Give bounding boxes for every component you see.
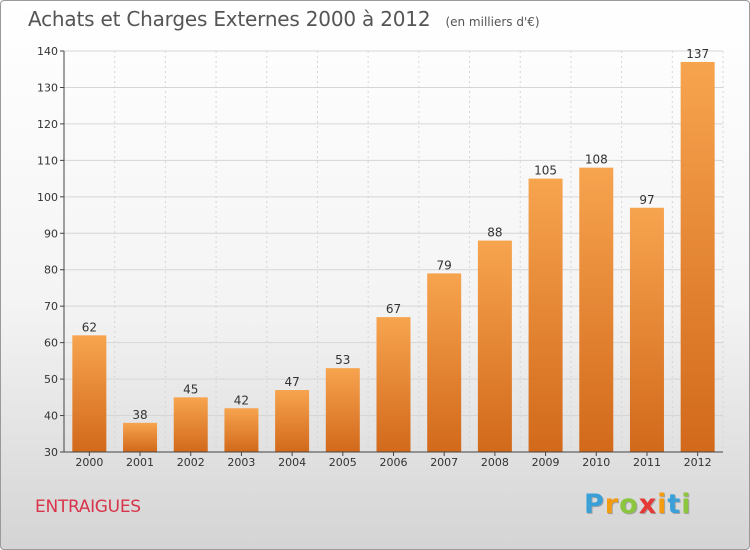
logo-letter: i [657,489,668,520]
bar [680,61,715,452]
bar [224,408,259,452]
y-tick-label: 50 [44,373,58,386]
logo-letter: o [619,489,639,520]
logo-letter: x [638,489,658,520]
bar-value-label: 38 [132,408,147,422]
logo-letter: i [681,489,692,520]
bar [72,335,107,452]
logo-letter: r [604,489,620,520]
bar [477,240,512,452]
y-tick-label: 30 [44,446,58,459]
bar-value-label: 137 [686,47,709,61]
bar [579,167,614,452]
x-tick-label: 2008 [481,456,509,469]
y-tick-label: 140 [37,45,58,58]
bar [427,273,462,452]
logo-letter: P [584,489,605,520]
x-tick-label: 2007 [430,456,458,469]
bar [325,368,360,452]
y-tick-label: 120 [37,118,58,131]
y-tick-label: 80 [44,264,58,277]
x-tick-label: 2003 [227,456,255,469]
x-tick-label: 2001 [126,456,154,469]
bar-value-label: 67 [386,302,401,316]
y-tick-label: 130 [37,81,58,94]
bar [629,207,664,452]
bar-value-label: 53 [335,353,350,367]
bar-value-label: 108 [585,153,608,167]
x-tick-label: 2012 [684,456,712,469]
bar-value-label: 62 [82,320,97,334]
chart-title-block: Achats et Charges Externes 2000 à 2012 (… [28,7,540,31]
commune-name: ENTRAIGUES [35,497,141,517]
x-tick-label: 2010 [582,456,610,469]
x-tick-label: 2011 [633,456,661,469]
chart-title: Achats et Charges Externes 2000 à 2012 [28,7,431,31]
y-tick-label: 100 [37,191,58,204]
x-tick-label: 2006 [380,456,408,469]
bar [528,178,563,452]
y-tick-label: 90 [44,227,58,240]
logo-letter: t [667,489,682,520]
bar-value-label: 47 [284,375,299,389]
bar-value-label: 79 [437,258,452,272]
y-tick-label: 60 [44,337,58,350]
bar-value-label: 88 [487,226,502,240]
bar [275,390,310,452]
bar [123,422,158,452]
x-tick-label: 2000 [75,456,103,469]
bar [173,397,208,452]
proxiti-logo: Proxiti [584,489,692,520]
bar-value-label: 97 [639,193,654,207]
bar [376,317,411,452]
x-tick-label: 2005 [329,456,357,469]
y-tick-label: 110 [37,154,58,167]
bar-value-label: 42 [234,393,249,407]
chart-unit: (en milliers d'€) [445,15,540,29]
x-tick-label: 2002 [177,456,205,469]
bar-value-label: 45 [183,382,198,396]
x-tick-label: 2009 [532,456,560,469]
y-tick-label: 70 [44,300,58,313]
x-tick-label: 2004 [278,456,306,469]
y-tick-label: 40 [44,410,58,423]
bar-value-label: 105 [534,164,557,178]
